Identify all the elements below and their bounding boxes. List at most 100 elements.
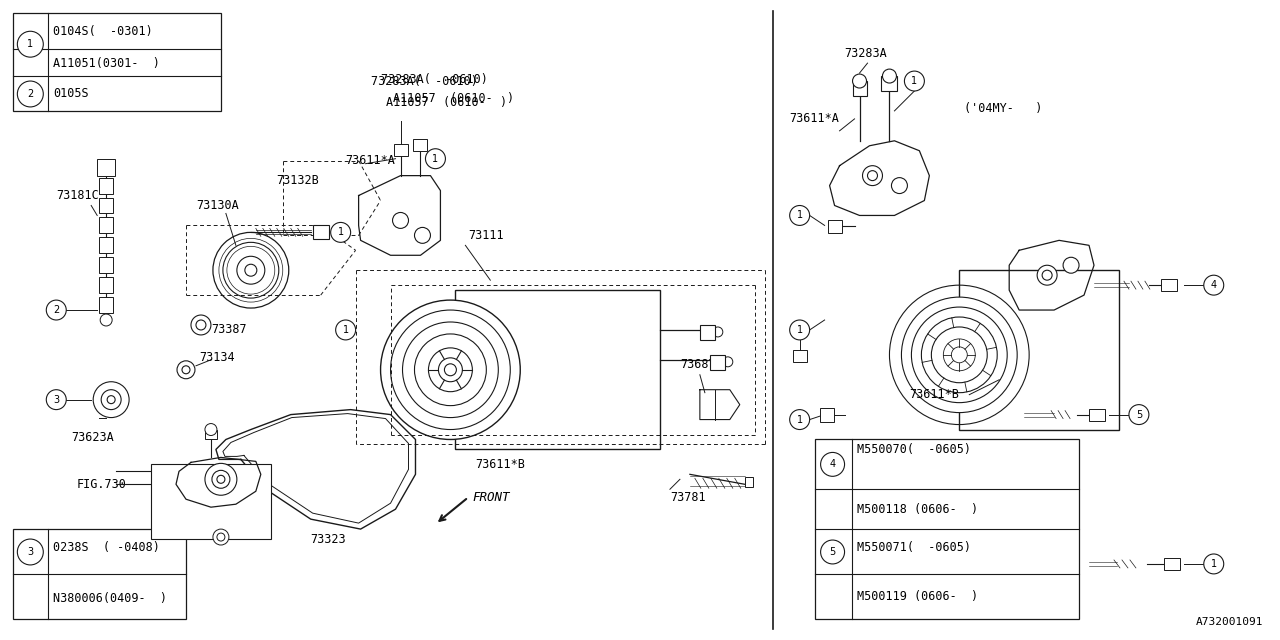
Text: 73623A: 73623A [72, 431, 114, 444]
Text: 73611*B: 73611*B [909, 388, 959, 401]
Bar [99, 257, 113, 273]
Circle shape [1203, 275, 1224, 295]
Circle shape [380, 300, 520, 440]
Circle shape [212, 529, 229, 545]
Circle shape [205, 424, 216, 435]
Circle shape [205, 463, 237, 495]
Circle shape [18, 81, 44, 107]
Circle shape [223, 243, 279, 298]
Bar [99, 297, 113, 313]
Text: 73132B: 73132B [275, 174, 319, 187]
Text: N380006(0409-  ): N380006(0409- ) [54, 592, 168, 605]
Text: A11057  (0610-  ): A11057 (0610- ) [393, 92, 513, 106]
Circle shape [402, 322, 498, 417]
Bar [99, 277, 113, 293]
Text: 73130A: 73130A [196, 199, 238, 212]
Text: 73181C: 73181C [56, 189, 99, 202]
Text: 1: 1 [433, 154, 439, 164]
Text: 73781: 73781 [669, 491, 705, 504]
Bar [312, 225, 329, 239]
Text: 73611*A: 73611*A [790, 113, 840, 125]
Bar [1164, 558, 1180, 570]
Text: 1: 1 [796, 211, 803, 220]
Bar [13, 529, 186, 619]
Text: 2: 2 [27, 89, 33, 99]
Text: 1: 1 [27, 39, 33, 49]
Circle shape [330, 223, 351, 243]
Bar [814, 440, 1079, 619]
Circle shape [237, 256, 265, 284]
Text: 73611*A: 73611*A [346, 154, 396, 167]
Circle shape [1129, 404, 1149, 424]
Text: 2: 2 [54, 305, 59, 315]
Circle shape [1064, 257, 1079, 273]
Circle shape [790, 410, 810, 429]
Circle shape [177, 361, 195, 379]
Text: M550070(  -0605): M550070( -0605) [856, 443, 970, 456]
Text: 73611*B: 73611*B [475, 458, 525, 471]
Circle shape [18, 539, 44, 565]
Text: M500118 (0606-  ): M500118 (0606- ) [856, 502, 978, 516]
Text: 0105S: 0105S [54, 88, 88, 100]
Text: 4: 4 [1211, 280, 1217, 290]
Text: A11057  (0610-  ): A11057 (0610- ) [385, 97, 507, 109]
Bar [792, 350, 806, 362]
Circle shape [905, 71, 924, 91]
Bar [99, 198, 113, 214]
Circle shape [863, 166, 882, 186]
Text: 4: 4 [829, 460, 836, 469]
Circle shape [196, 320, 206, 330]
Text: 1: 1 [338, 227, 344, 237]
Text: M500119 (0606-  ): M500119 (0606- ) [856, 590, 978, 604]
Text: 1: 1 [796, 325, 803, 335]
Circle shape [868, 171, 878, 180]
Text: FRONT: FRONT [472, 491, 509, 504]
Circle shape [212, 470, 230, 488]
Text: 73111: 73111 [468, 229, 504, 242]
Text: 1: 1 [343, 325, 348, 335]
Circle shape [93, 381, 129, 417]
Circle shape [429, 348, 472, 392]
Text: 73134: 73134 [198, 351, 234, 364]
Circle shape [182, 366, 189, 374]
Circle shape [108, 396, 115, 404]
Text: 73283A(  -0610): 73283A( -0610) [380, 72, 488, 86]
Circle shape [922, 317, 997, 393]
Text: FIG.730: FIG.730 [77, 478, 127, 491]
Text: 73387: 73387 [211, 323, 247, 337]
Circle shape [723, 357, 732, 367]
Bar [745, 477, 753, 487]
Bar [456, 290, 660, 449]
Bar [882, 76, 897, 91]
Circle shape [790, 320, 810, 340]
Bar [413, 139, 428, 151]
Bar [700, 325, 714, 340]
Circle shape [212, 232, 289, 308]
Circle shape [891, 178, 908, 193]
Circle shape [790, 205, 810, 225]
Circle shape [393, 212, 408, 228]
Circle shape [820, 540, 845, 564]
Bar [852, 81, 867, 96]
Text: 73283A(  -0610): 73283A( -0610) [371, 74, 477, 88]
Text: M550071(  -0605): M550071( -0605) [856, 541, 970, 554]
Bar [13, 13, 221, 111]
Text: ('04MY-   ): ('04MY- ) [964, 102, 1043, 115]
Circle shape [852, 74, 867, 88]
Text: 73687C: 73687C [680, 358, 723, 371]
Circle shape [46, 300, 67, 320]
Bar [1089, 408, 1105, 420]
Circle shape [444, 364, 457, 376]
Circle shape [244, 264, 257, 276]
Text: A11051(0301-  ): A11051(0301- ) [54, 56, 160, 70]
Bar [97, 159, 115, 175]
Circle shape [425, 148, 445, 169]
Circle shape [101, 390, 122, 410]
Text: 0104S(  -0301): 0104S( -0301) [54, 25, 154, 38]
Text: 73323: 73323 [311, 532, 347, 545]
Text: 1: 1 [1211, 559, 1217, 569]
Bar [205, 429, 216, 440]
Circle shape [335, 320, 356, 340]
Circle shape [46, 390, 67, 410]
Circle shape [943, 339, 975, 371]
